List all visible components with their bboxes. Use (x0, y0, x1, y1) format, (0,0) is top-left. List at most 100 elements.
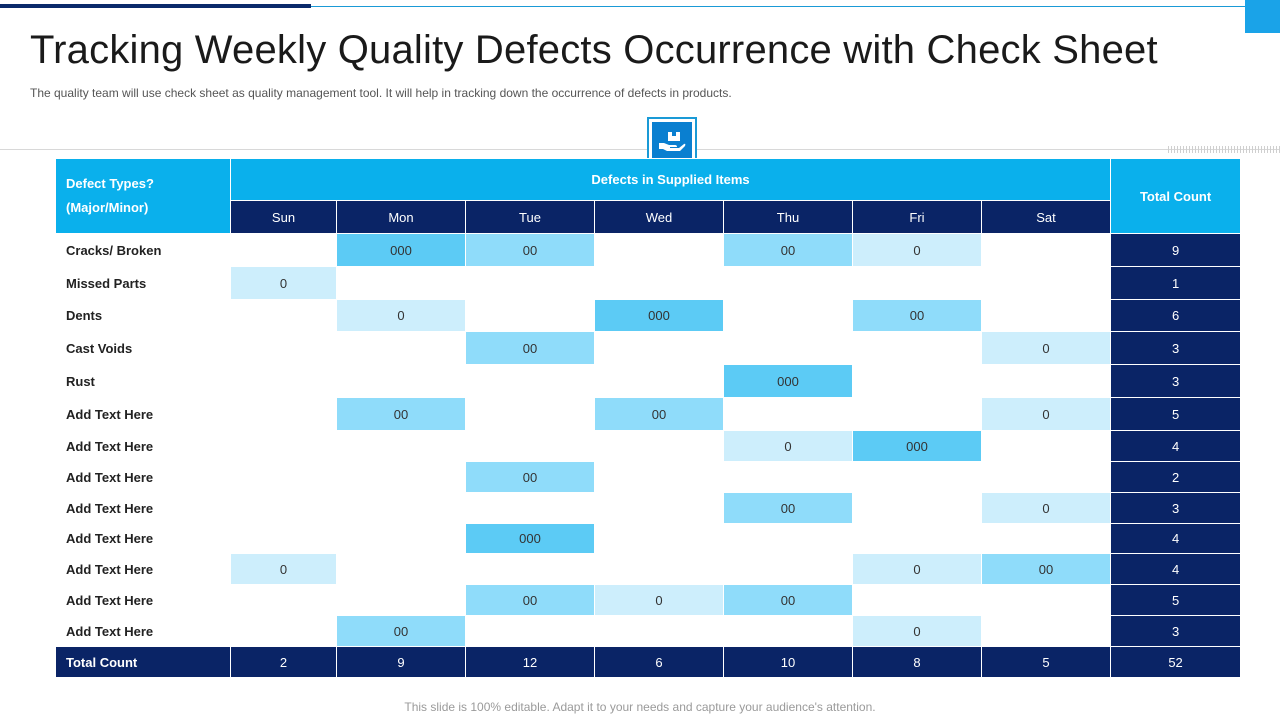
tally-cell (336, 430, 466, 462)
tally-cell: 00 (723, 233, 853, 267)
day-header: Wed (594, 200, 724, 234)
tally-cell: 00 (336, 615, 466, 647)
tally-cell (465, 553, 595, 585)
page-subtitle: The quality team will use check sheet as… (30, 86, 732, 100)
tally-cell (723, 397, 853, 431)
tally-cell (230, 299, 337, 332)
tally-cell (723, 553, 853, 585)
tally-cell (465, 364, 595, 398)
tally-cell (980, 584, 1112, 616)
total-count-label: Total Count (55, 646, 231, 678)
day-total-cell: 8 (852, 646, 982, 678)
tally-cell (465, 266, 595, 300)
row-total-cell: 4 (1110, 430, 1242, 462)
row-total-cell: 4 (1110, 523, 1242, 554)
tally-cell (230, 364, 337, 398)
header-divider (0, 149, 1280, 150)
tally-cell (852, 523, 982, 554)
tally-cell (594, 553, 724, 585)
defect-type-label: Dents (55, 299, 231, 332)
day-header: Sat (980, 200, 1112, 234)
tally-cell (852, 584, 982, 616)
day-header: Fri (852, 200, 982, 234)
tally-cell (723, 523, 853, 554)
defect-type-label: Add Text Here (55, 615, 231, 647)
tally-cell (852, 397, 982, 431)
tally-cell: 0 (723, 430, 853, 462)
tally-cell (980, 364, 1112, 398)
tally-cell (594, 615, 724, 647)
tally-cell: 00 (723, 492, 853, 524)
tally-cell (336, 584, 466, 616)
tally-cell (980, 233, 1112, 267)
tally-cell: 0 (594, 584, 724, 616)
row-total-cell: 1 (1110, 266, 1242, 300)
table-row: Cast Voids 00 0 3 (55, 331, 1242, 365)
top-accent-line (311, 6, 1247, 7)
tally-cell (594, 461, 724, 493)
total-count-row: Total Count 2 9 12 6 10 8 5 52 (55, 646, 1242, 678)
tally-cell: 000 (594, 299, 724, 332)
tally-cell (980, 266, 1112, 300)
row-total-cell: 3 (1110, 364, 1242, 398)
table-row: Missed Parts 0 1 (55, 266, 1242, 300)
tally-cell (336, 266, 466, 300)
tally-cell (336, 364, 466, 398)
check-sheet-table: Defect Types? (Major/Minor) Defects in S… (55, 158, 1242, 678)
day-total-cell: 12 (465, 646, 595, 678)
tally-cell: 00 (594, 397, 724, 431)
tally-cell: 0 (980, 397, 1112, 431)
tally-cell: 00 (465, 331, 595, 365)
row-total-cell: 6 (1110, 299, 1242, 332)
tally-cell: 0 (980, 331, 1112, 365)
tally-cell (980, 615, 1112, 647)
tally-cell: 00 (852, 299, 982, 332)
table-row: Add Text Here 00 0 3 (55, 492, 1242, 524)
total-count-header: Total Count (1110, 158, 1242, 234)
tally-cell (594, 492, 724, 524)
tally-cell (230, 584, 337, 616)
defect-type-label: Add Text Here (55, 553, 231, 585)
tally-cell: 0 (230, 266, 337, 300)
defect-header-line1: Defect Types? (66, 176, 154, 191)
row-total-cell: 4 (1110, 553, 1242, 585)
table-row: Add Text Here 000 4 (55, 523, 1242, 554)
day-total-cell: 5 (980, 646, 1112, 678)
tally-cell: 000 (723, 364, 853, 398)
table-row: Rust 000 3 (55, 364, 1242, 398)
day-total-cell: 6 (594, 646, 724, 678)
tally-cell: 000 (336, 233, 466, 267)
tally-cell (336, 461, 466, 493)
tally-cell (336, 553, 466, 585)
defect-type-label: Add Text Here (55, 397, 231, 431)
row-total-cell: 5 (1110, 397, 1242, 431)
tally-cell (852, 266, 982, 300)
divider-hatch (1168, 146, 1280, 153)
tally-cell: 00 (980, 553, 1112, 585)
tally-cell: 0 (852, 553, 982, 585)
tally-cell (852, 331, 982, 365)
tally-cell: 0 (230, 553, 337, 585)
day-header-row: Sun Mon Tue Wed Thu Fri Sat (56, 200, 1241, 234)
tally-cell (594, 331, 724, 365)
tally-cell (594, 266, 724, 300)
day-header: Thu (723, 200, 853, 234)
tally-cell (980, 430, 1112, 462)
tally-cell (594, 364, 724, 398)
defect-type-label: Rust (55, 364, 231, 398)
defect-type-label: Add Text Here (55, 584, 231, 616)
day-total-cell: 9 (336, 646, 466, 678)
tally-cell (336, 331, 466, 365)
grand-total-cell: 52 (1110, 646, 1242, 678)
tally-cell (230, 461, 337, 493)
corner-accent-square (1245, 0, 1280, 33)
tally-cell: 00 (465, 461, 595, 493)
defect-type-label: Add Text Here (55, 523, 231, 554)
defect-types-header: Defect Types? (Major/Minor) (55, 158, 231, 234)
tally-cell (852, 492, 982, 524)
defect-type-label: Missed Parts (55, 266, 231, 300)
table-row: Add Text Here 00 0 3 (55, 615, 1242, 647)
day-header: Tue (465, 200, 595, 234)
